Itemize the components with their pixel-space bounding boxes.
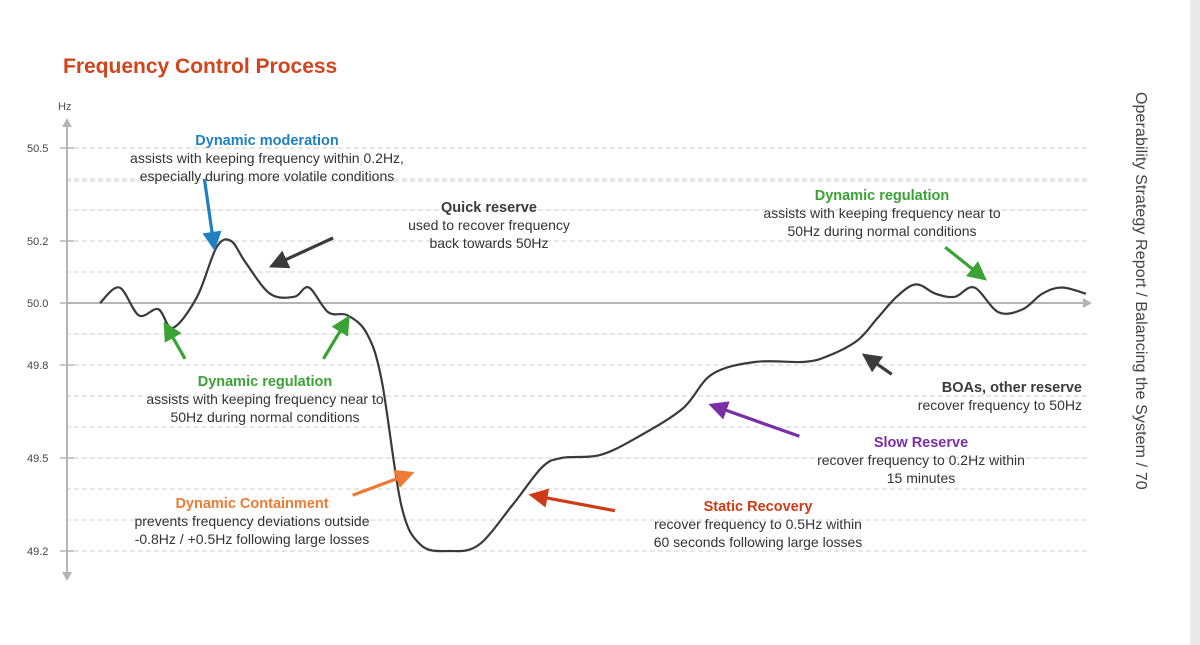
annotation-text: assists with keeping frequency near to [146, 391, 384, 407]
chart-title: Frequency Control Process [63, 55, 338, 78]
grid [66, 147, 1088, 552]
annotation-text: used to recover frequency [408, 217, 570, 233]
report-footer-label: Operability Strategy Report / Balancing … [1132, 92, 1149, 490]
annotation-arrow [202, 178, 222, 252]
annotation-arrow [944, 245, 988, 281]
y-tick-label: 49.2 [27, 546, 48, 558]
annotation-text: prevents frequency deviations outside [134, 513, 369, 529]
y-axis-arrow-up [62, 118, 72, 127]
y-axis-arrow-down [62, 572, 72, 581]
annotation-arrow [708, 401, 800, 438]
annotation-text: back towards 50Hz [429, 235, 548, 251]
y-tick-label: 50.0 [27, 298, 48, 310]
page-edge [1190, 0, 1200, 645]
annotation-text: 60 seconds following large losses [654, 534, 863, 550]
annotation-arrow [352, 469, 415, 497]
y-tick-label: 49.8 [27, 360, 48, 372]
annotation-arrow [268, 236, 334, 269]
annotation-title: Slow Reserve [874, 435, 968, 451]
annotation-text: assists with keeping frequency near to [763, 205, 1001, 221]
annotation-title: Dynamic regulation [815, 188, 950, 204]
annotation-text: recover frequency to 50Hz [918, 397, 1082, 413]
series-layer [99, 238, 1087, 553]
annotation-text: especially during more volatile conditio… [140, 168, 394, 184]
annotation-title: BOAs, other reserve [942, 380, 1082, 396]
annotation-text: 50Hz during normal conditions [787, 223, 976, 239]
annotation-text: -0.8Hz / +0.5Hz following large losses [135, 531, 370, 547]
annotation-arrow [861, 353, 893, 376]
y-tick-label: 50.2 [27, 236, 48, 248]
y-axis-label: Hz [58, 101, 71, 113]
annotation-arrow [528, 488, 616, 513]
annotation-title: Dynamic regulation [198, 374, 333, 390]
baseline-arrow [1083, 298, 1092, 308]
annotation-text: 50Hz during normal conditions [170, 409, 359, 425]
annotation-text: recover frequency to 0.2Hz within [817, 452, 1025, 468]
annotation-arrow [163, 321, 187, 360]
y-axis: Hz 50.5 50.2 50.0 49.8 49.5 49.2 [27, 101, 1092, 581]
annotation-title: Dynamic Containment [175, 496, 328, 512]
y-tick-label: 50.5 [27, 143, 48, 155]
annotation-text: assists with keeping frequency within 0.… [130, 150, 404, 166]
annotation-arrow [322, 315, 350, 360]
y-tick-label: 49.5 [27, 453, 48, 465]
annotation-text: recover frequency to 0.5Hz within [654, 516, 862, 532]
annotation-title: Static Recovery [704, 499, 813, 515]
annotation-title: Quick reserve [441, 200, 537, 216]
annotation-text: 15 minutes [887, 470, 955, 486]
annotation-title: Dynamic moderation [195, 133, 338, 149]
frequency-line [99, 238, 1087, 553]
